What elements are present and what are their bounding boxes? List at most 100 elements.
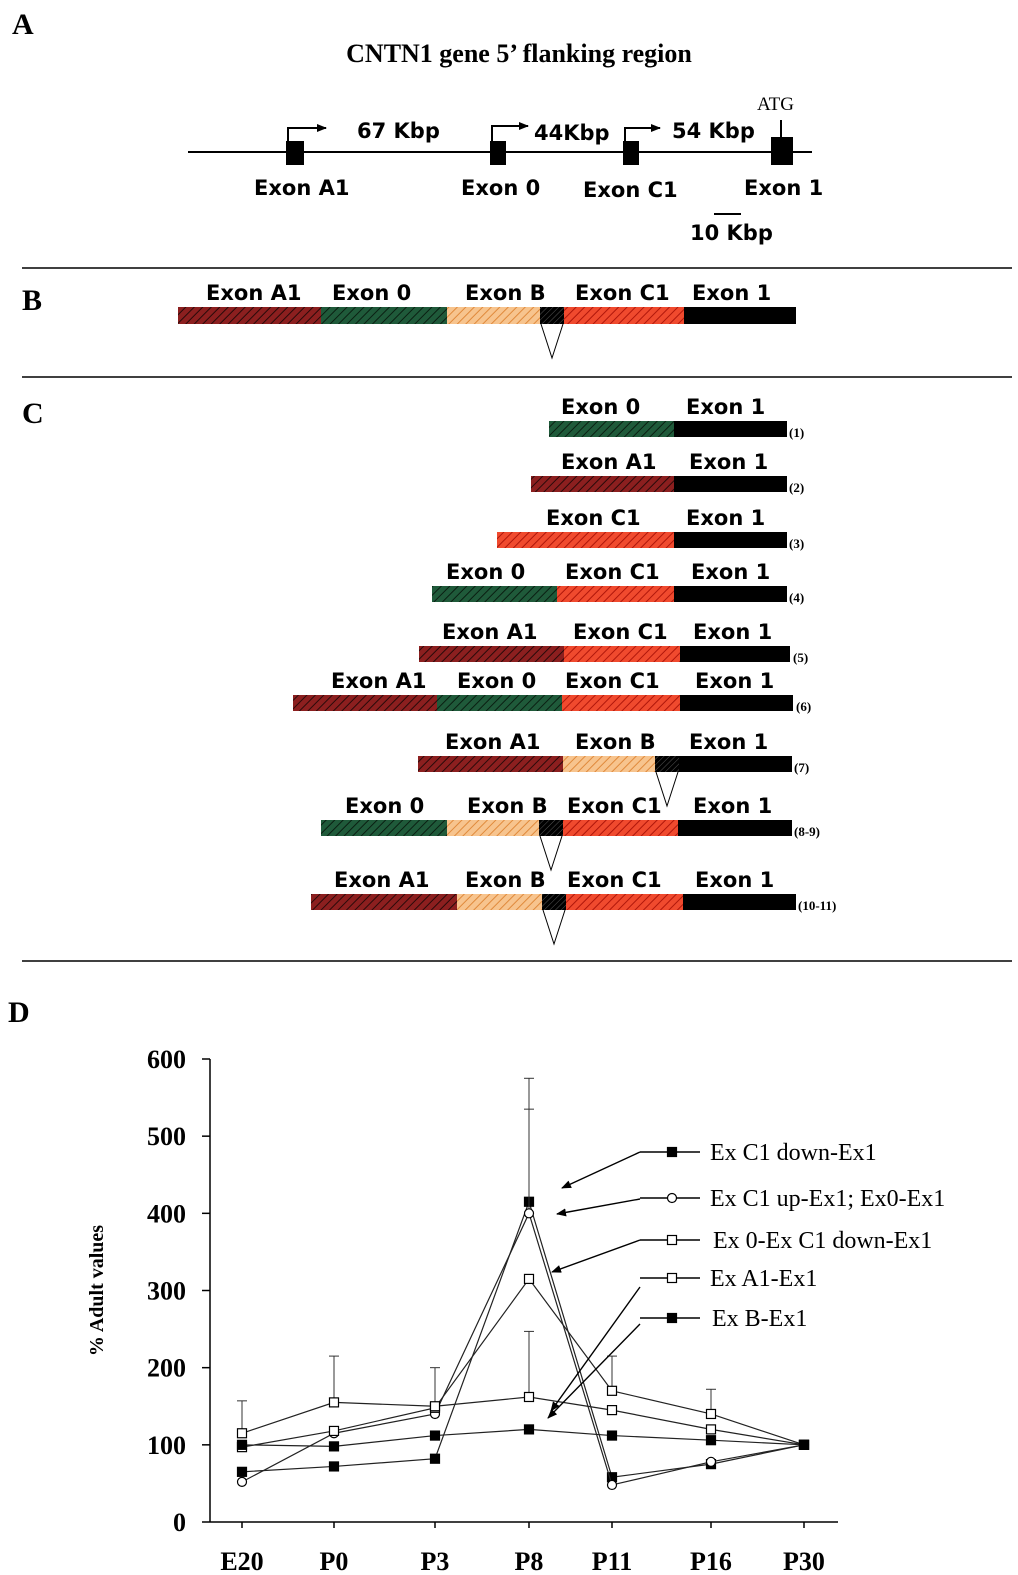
- exon-label: Exon 0: [457, 669, 536, 693]
- exon-label: Exon 1: [692, 281, 771, 305]
- exon-segment: [321, 307, 447, 324]
- exon-label: Exon B: [575, 730, 656, 754]
- scale-label: 10 Kbp: [690, 221, 773, 245]
- panel-label-a: A: [12, 8, 34, 41]
- exon-segment: [680, 646, 790, 662]
- legend-label: Ex B-Ex1: [712, 1306, 807, 1332]
- exon-segment: [418, 756, 563, 772]
- y-tick-label: 600: [147, 1045, 186, 1074]
- y-tick-label: 500: [147, 1122, 186, 1151]
- legend-label: Ex C1 up-Ex1; Ex0-Ex1: [710, 1186, 945, 1212]
- transcript-list: Exon 0 Exon 1(1)Exon A1 Exon 1(2)Exon C1 Ex…: [293, 395, 836, 946]
- series-line: [241, 1277, 805, 1448]
- transcript-row: Exon A1 Exon 0 Exon B Exon C1 Exon 1: [178, 281, 796, 360]
- exon-segment: [674, 532, 787, 548]
- exon-segment: [531, 476, 674, 492]
- y-axis-label: % Adult values: [86, 1225, 108, 1356]
- legend-pointer-arrow: [551, 1239, 641, 1273]
- transcript-row: Exon 0 Exon C1 Exon 1 (4): [432, 560, 804, 605]
- panel-c: C Exon 0 Exon 1 (1) Exon A1 Exon 1 (2) Exon C1…: [22, 395, 836, 946]
- exon-a1-box: [286, 141, 304, 165]
- exon-label: Exon C1: [567, 868, 662, 892]
- exon-label: Exon A1: [561, 450, 656, 474]
- exon-label: Exon 1: [691, 560, 770, 584]
- exon-1-box: [771, 137, 793, 165]
- data-point: [705, 1408, 717, 1420]
- transcript-index: (7): [794, 760, 809, 775]
- legend-label: Ex A1-Ex1: [710, 1266, 817, 1292]
- data-point: [705, 1424, 717, 1435]
- data-point: [429, 1453, 441, 1464]
- x-tick-label: P0: [320, 1547, 349, 1575]
- transcript-index: (4): [789, 590, 804, 605]
- exon-label: Exon 1: [693, 794, 772, 818]
- exon-label: Exon 0: [345, 794, 424, 818]
- exon-label: Exon C1: [567, 794, 662, 818]
- exon-label: Exon C1: [583, 178, 678, 202]
- data-point: [236, 1439, 248, 1450]
- exon-label: Exon 1: [686, 506, 765, 530]
- series: [236, 1424, 810, 1452]
- exon-segment: [321, 820, 447, 836]
- exon-segment: [679, 756, 792, 772]
- transcript-row: Exon 0 Exon 1 (1): [549, 395, 804, 440]
- y-tick-label: 0: [173, 1508, 186, 1537]
- exon-segment: [311, 894, 457, 910]
- data-point: [236, 1428, 248, 1439]
- legend-label: Ex 0-Ex C1 down-Ex1: [713, 1228, 932, 1254]
- legend-pointer-arrow: [550, 1286, 641, 1412]
- panel-b: B Exon A1 Exon 0 Exon B Exon C1 Exon 1: [22, 281, 796, 360]
- exon-label: Exon C1: [573, 620, 668, 644]
- data-point: [328, 1461, 340, 1472]
- y-tick-label: 200: [147, 1354, 186, 1383]
- data-point: [606, 1479, 618, 1491]
- transcript-index: (5): [793, 650, 808, 665]
- exon-label: Exon 1: [689, 730, 768, 754]
- transcript-row: Exon A1 Exon B Exon 1 (7): [418, 730, 809, 808]
- exon-label: Exon 0: [461, 176, 540, 200]
- data-point: [429, 1430, 441, 1441]
- exon-b-dark-segment: [542, 894, 566, 910]
- transcript-row: Exon A1 Exon 0 Exon B Exon C1 Exon 1: [178, 281, 796, 360]
- y-tick-label: 300: [147, 1277, 186, 1306]
- exon-segment: [447, 307, 564, 324]
- exon-label: Exon A1: [442, 620, 537, 644]
- panel-label-b: B: [22, 284, 42, 317]
- exon-segment: [497, 532, 674, 548]
- series: [236, 1330, 810, 1450]
- legend-item: Ex C1 up-Ex1; Ex0-Ex1: [556, 1186, 945, 1217]
- exon-segment: [557, 586, 674, 602]
- exon-label: Exon C1: [565, 560, 660, 584]
- data-point: [666, 1272, 678, 1284]
- transcript-row: Exon A1 Exon 0 Exon C1 Exon 1 (6): [293, 669, 811, 714]
- transcript-index: (1): [789, 425, 804, 440]
- series: [236, 1273, 810, 1453]
- legend-item: Ex 0-Ex C1 down-Ex1: [551, 1228, 932, 1273]
- exon-segment: [674, 476, 787, 492]
- splice-triangle: [655, 771, 679, 808]
- x-tick-label: P3: [421, 1547, 450, 1575]
- data-point: [606, 1385, 618, 1396]
- exon-label: Exon C1: [565, 669, 660, 693]
- exon-segment: [419, 646, 564, 662]
- exon-segment: [549, 421, 674, 437]
- data-point: [606, 1430, 618, 1441]
- splice-triangle: [540, 323, 564, 360]
- data-point: [798, 1439, 810, 1450]
- exon-label: Exon 0: [332, 281, 411, 305]
- exon-label: Exon A1: [445, 730, 540, 754]
- legend-item: Ex A1-Ex1: [550, 1266, 817, 1412]
- x-tick-label: P16: [690, 1547, 732, 1575]
- exon-segment: [437, 695, 562, 711]
- panel-a: A CNTN1 gene 5’ flanking region 67 Kbp 4…: [12, 8, 823, 245]
- exon-label: Exon A1: [331, 669, 426, 693]
- distance-label: 54 Kbp: [672, 119, 755, 143]
- exon-b-dark-segment: [540, 307, 564, 324]
- transcript-row: Exon C1 Exon 1 (3): [497, 506, 804, 551]
- exon-label: Exon B: [465, 281, 546, 305]
- exon-label: Exon B: [467, 794, 548, 818]
- panel-a-title: CNTN1 gene 5’ flanking region: [346, 39, 692, 68]
- exon-segment: [683, 894, 796, 910]
- distance-label: 44Kbp: [534, 121, 610, 145]
- legend: Ex C1 down-Ex1 Ex C1 up-Ex1; Ex0-Ex1 Ex 0-…: [547, 1140, 945, 1419]
